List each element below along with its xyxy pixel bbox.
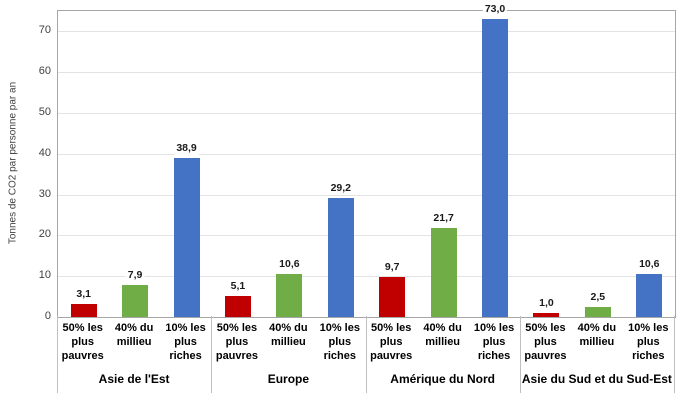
bar-group: 9,7 21,7 73,0 xyxy=(367,3,521,317)
bar-slot: 2,5 xyxy=(572,11,623,317)
bar-slot: 1,0 xyxy=(521,11,572,317)
category-label: 50% les plus pauvres xyxy=(370,322,413,362)
group-label: Asie du Sud et du Sud-Est xyxy=(521,372,672,386)
bar xyxy=(584,306,611,317)
bar-slot: 29,2 xyxy=(315,11,366,317)
bar-slot: 7,9 xyxy=(109,11,160,317)
gridline xyxy=(58,235,675,237)
bar xyxy=(379,277,406,317)
category-label: 10% les plus riches xyxy=(628,322,669,362)
y-tick-label: 40 xyxy=(38,146,51,159)
bar xyxy=(636,273,663,317)
group-separator xyxy=(674,316,675,393)
gridline xyxy=(58,194,675,196)
group-separator xyxy=(365,316,367,393)
bar-group: 5,1 10,6 29,2 xyxy=(212,11,366,317)
plot-area: 3,1 7,9 38,9 5,1 10,6 29,2 9,7 21,7 73,0 1,0 2,5 10… xyxy=(57,3,676,318)
bar-slot: 38,9 xyxy=(161,11,212,317)
bar-value-label: 10,6 xyxy=(277,257,302,271)
bar-slot: 10,6 xyxy=(264,11,315,317)
bar-value-label: 2,5 xyxy=(588,290,608,304)
category-label: 50% les plus pauvres xyxy=(215,322,259,362)
category-label: 40% du millieu xyxy=(269,322,308,348)
y-tick-label: 10 xyxy=(38,269,51,282)
y-axis-title: Tonnes de CO2 par personne par an xyxy=(7,81,19,245)
bar-slot: 21,7 xyxy=(418,11,469,317)
bar-slot: 9,7 xyxy=(367,11,418,317)
group-label: Europe xyxy=(267,372,310,386)
bar-group: 3,1 7,9 38,9 xyxy=(58,11,212,317)
category-label: 40% du millieu xyxy=(423,322,462,348)
category-label: 10% les plus riches xyxy=(319,322,360,362)
bar-slot: 5,1 xyxy=(212,11,263,317)
category-label: 40% du millieu xyxy=(114,322,154,348)
y-tick-label: 30 xyxy=(38,187,51,200)
bar xyxy=(70,304,97,317)
bar-value-label: 29,2 xyxy=(328,181,353,195)
bar-value-label: 10,6 xyxy=(637,257,662,271)
bar xyxy=(173,158,200,317)
bar-value-label: 21,7 xyxy=(431,212,456,226)
gridline xyxy=(58,113,675,114)
y-tick-label: 20 xyxy=(38,228,51,241)
bar-value-label: 1,0 xyxy=(537,296,556,310)
group-label: Amérique du Nord xyxy=(390,372,495,386)
group-separator xyxy=(57,316,58,393)
category-label: 10% les plus riches xyxy=(473,322,515,362)
bar-group: 1,0 2,5 10,6 xyxy=(521,11,675,317)
bar xyxy=(327,197,354,317)
bar-slot: 73,0 xyxy=(469,3,520,317)
bar xyxy=(122,284,149,317)
bar-value-label: 38,9 xyxy=(174,142,199,156)
gridline xyxy=(58,276,675,278)
bar-value-label: 3,1 xyxy=(74,288,94,302)
category-label: 50% les plus pauvres xyxy=(61,322,104,362)
y-tick-label: 0 xyxy=(44,310,51,322)
category-label: 50% les plus pauvres xyxy=(524,322,567,362)
y-tick-label: 50 xyxy=(38,106,51,118)
bar-value-label: 9,7 xyxy=(382,261,402,275)
group-separator xyxy=(211,316,213,393)
bar-value-label: 5,1 xyxy=(228,280,248,294)
bar-value-label: 73,0 xyxy=(482,3,508,17)
bar-value-label: 7,9 xyxy=(125,268,145,282)
bar xyxy=(533,312,560,317)
bar xyxy=(430,228,457,317)
bar xyxy=(482,19,509,317)
gridline xyxy=(58,72,675,74)
category-label: 40% du millieu xyxy=(577,322,617,348)
group-separator xyxy=(519,316,521,393)
bar-slot: 3,1 xyxy=(58,11,109,317)
bar xyxy=(276,273,303,317)
gridline xyxy=(58,153,675,155)
bar xyxy=(224,296,251,317)
y-tick-label: 60 xyxy=(38,65,51,78)
group-label: Asie de l'Est xyxy=(98,372,170,386)
bar-slot: 10,6 xyxy=(624,11,675,317)
y-tick-label: 70 xyxy=(38,24,51,37)
category-label: 10% les plus riches xyxy=(165,322,206,362)
gridline xyxy=(58,31,675,33)
